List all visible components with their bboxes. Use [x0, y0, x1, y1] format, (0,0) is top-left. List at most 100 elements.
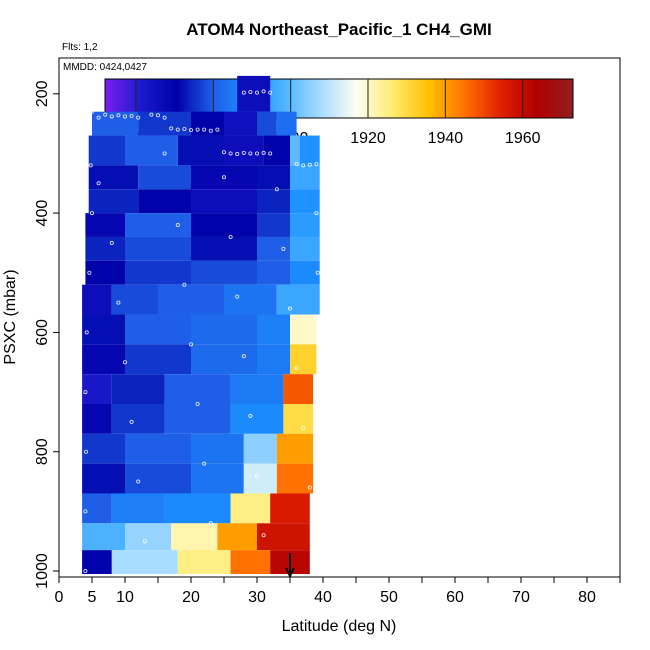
flights-annotation: Flts: 1,2 [62, 42, 98, 53]
flight-track-point [83, 509, 88, 514]
y-tick-label: 600 [34, 319, 51, 346]
heatmap-cell [111, 550, 178, 575]
heatmap-cell [243, 463, 277, 494]
flight-track-point [109, 240, 114, 245]
heatmap-cell [85, 213, 125, 237]
y-axis-label: PSXC (mbar) [2, 269, 19, 364]
heatmap-cells [82, 75, 320, 575]
plot-frame [58, 57, 621, 578]
y-tick-label: 400 [34, 200, 51, 227]
flight-track-point [261, 533, 266, 538]
heatmap-cell [164, 374, 231, 404]
flight-track-point [182, 282, 187, 287]
heatmap-cell [88, 135, 125, 166]
flight-track-point [175, 223, 180, 228]
flight-track-point [254, 90, 259, 95]
flight-track-point [261, 89, 266, 94]
heatmap-cell [171, 523, 218, 551]
x-tick-label: 30 [248, 589, 266, 606]
flight-track-point [188, 128, 193, 133]
colorbar-tick-label: 1960 [505, 130, 541, 147]
x-tick-label: 70 [512, 589, 530, 606]
flight-track-point [301, 163, 306, 168]
heatmap-cell [82, 550, 112, 575]
heatmap-cell [257, 189, 290, 214]
heatmap-cell [257, 523, 310, 551]
flight-track-point [96, 181, 101, 186]
flight-track-point [175, 127, 180, 132]
surface-marker-arrow [285, 553, 295, 579]
flight-track-point [248, 151, 253, 156]
heatmap-cell [85, 260, 125, 285]
flight-track-point [307, 162, 312, 167]
heatmap-cell [257, 213, 290, 237]
flight-track-point [208, 521, 213, 526]
x-tick-label: 20 [182, 589, 200, 606]
flight-track-point [241, 90, 246, 95]
flight-track-point [123, 360, 128, 365]
flight-track-point [202, 127, 207, 132]
heatmap-cell [191, 111, 224, 136]
heatmap-cell [290, 260, 320, 285]
flight-track-point [83, 569, 88, 574]
flight-track-point [136, 479, 141, 484]
chart-title: ATOM4 Northeast_Pacific_1 CH4_GMI [186, 20, 491, 39]
heatmap-cell [138, 111, 191, 136]
x-tick-label: 40 [314, 589, 332, 606]
flight-track-point [215, 127, 220, 132]
heatmap-cell [299, 135, 320, 166]
flight-track-point [83, 390, 88, 395]
heatmap-cell [290, 135, 300, 166]
heatmap-cell [276, 433, 314, 464]
heatmap-cell [290, 344, 317, 375]
flight-track-point [314, 162, 319, 167]
heatmap-cell [243, 433, 277, 464]
flight-track-point [149, 112, 154, 117]
heatmap-cell [191, 433, 244, 464]
flight-track-point [268, 151, 273, 156]
x-tick-label: 10 [116, 589, 134, 606]
flight-track-point [195, 401, 200, 406]
flight-track-point [129, 113, 134, 118]
colorbar-gradient [104, 78, 574, 119]
flight-track-point [84, 449, 89, 454]
flight-track-point [208, 128, 213, 133]
flight-track-point [268, 90, 273, 95]
flight-track-point [287, 306, 292, 311]
heatmap-cell [125, 260, 191, 285]
heatmap-cell [257, 236, 290, 261]
heatmap-cell [111, 404, 165, 434]
flight-track-point [103, 112, 108, 117]
flight-track-point [87, 270, 92, 275]
heatmap-cell [138, 165, 191, 190]
heatmap-cell [111, 374, 165, 404]
heatmap-cell [230, 404, 284, 434]
flight-track-point [294, 366, 299, 371]
heatmap-cell [191, 236, 257, 261]
heatmap-cell [257, 260, 290, 285]
heatmap-cell [263, 135, 290, 166]
heatmap-cell [270, 493, 310, 524]
heatmap-cell [82, 314, 125, 345]
flight-track-point [96, 115, 101, 120]
heatmap-cell [230, 493, 271, 524]
flight-track-point [301, 425, 306, 430]
heatmap-cell [290, 189, 320, 214]
heatmap-cell [224, 135, 264, 166]
heatmap-cell [191, 165, 257, 190]
flight-track-point [109, 114, 114, 119]
x-axis: 0 5 10 20 30 40 50 60 70 80 [55, 577, 621, 606]
heatmap-cell [82, 463, 125, 494]
flight-track-point [254, 151, 259, 156]
heatmap-cell [82, 284, 112, 315]
flight-track-point [195, 127, 200, 132]
heatmap-cell [125, 135, 178, 166]
colorbar-tick-label: 1940 [428, 130, 464, 147]
heatmap-cell [125, 433, 191, 464]
heatmap-cell [88, 189, 139, 214]
marker-head [285, 567, 295, 579]
heatmap-cell [125, 344, 191, 375]
heatmap-cell [82, 493, 112, 524]
y-tick-label: 1000 [34, 553, 51, 589]
